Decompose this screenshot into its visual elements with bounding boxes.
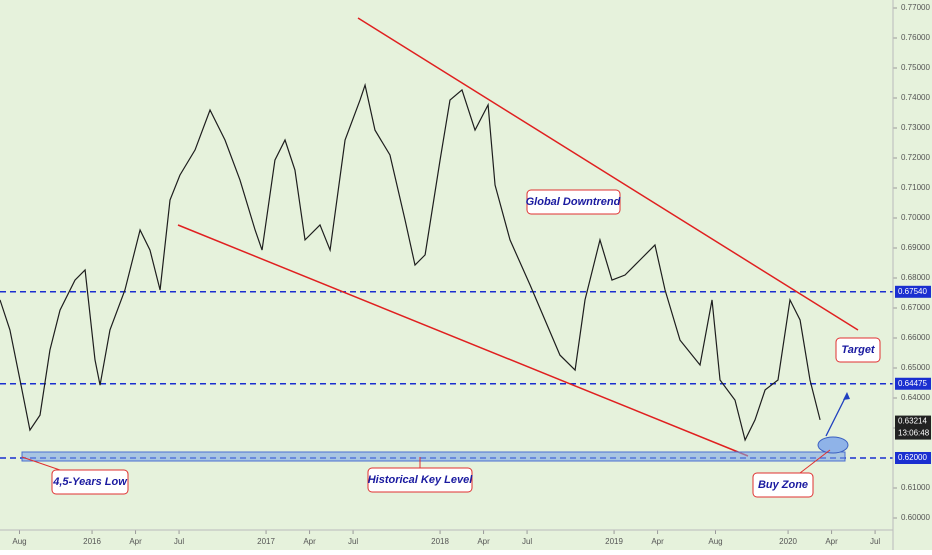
callout	[526, 189, 621, 215]
x-tick-label: 2017	[257, 537, 275, 546]
x-tick-label: 2020	[779, 537, 797, 546]
x-tick-label: 2016	[83, 537, 101, 546]
trendline	[177, 224, 749, 457]
x-tick-label: Jul	[870, 537, 880, 546]
x-tick-label: Apr	[651, 537, 664, 546]
y-tick-label: 0.73000	[901, 123, 930, 132]
annotation: Target	[841, 344, 876, 356]
callout	[367, 467, 473, 493]
y-tick-label: 0.65000	[901, 363, 930, 372]
level-badge	[895, 377, 931, 390]
trendline	[357, 17, 859, 331]
callout	[752, 472, 814, 498]
y-tick-label: 0.77000	[901, 3, 930, 12]
y-tick-label: 0.76000	[901, 33, 930, 42]
y-tick-label: 0.66000	[901, 333, 930, 342]
annotation: Historical Key Level	[368, 474, 473, 486]
buy-zone-marker	[817, 436, 849, 454]
callout	[835, 337, 881, 363]
y-tick-label: 0.70000	[901, 213, 930, 222]
level-label: 0.67540	[898, 287, 927, 296]
y-tick-label: 0.71000	[901, 183, 930, 192]
level-label: 0.64475	[898, 379, 927, 388]
y-tick-label: 0.67000	[901, 303, 930, 312]
annotation: Global Downtrend	[526, 196, 621, 208]
x-tick-label: Aug	[708, 537, 722, 546]
x-tick-label: Jul	[522, 537, 532, 546]
level-badge	[895, 285, 931, 298]
x-tick-label: Jul	[174, 537, 184, 546]
level-badge	[895, 452, 931, 464]
price-badge	[895, 415, 931, 440]
y-tick-label: 0.61000	[901, 483, 930, 492]
key-zone	[21, 451, 846, 462]
x-tick-label: Apr	[477, 537, 490, 546]
x-tick-label: Apr	[129, 537, 142, 546]
x-tick-label: 2019	[605, 537, 623, 546]
arrow-head	[843, 392, 850, 400]
level-label: 0.62000	[898, 453, 927, 462]
price-path	[0, 82, 821, 442]
y-tick-label: 0.72000	[901, 153, 930, 162]
x-tick-label: Aug	[12, 537, 26, 546]
y-tick-label: 0.64000	[901, 393, 930, 402]
arrow	[825, 393, 848, 437]
price-line	[0, 82, 821, 442]
annotation: Buy Zone	[758, 479, 808, 491]
countdown: 13:06:48	[898, 429, 930, 438]
pointer	[799, 449, 831, 474]
last-price: 0.63214	[898, 417, 927, 426]
x-tick-label: Apr	[303, 537, 316, 546]
y-tick-label: 0.68000	[901, 273, 930, 282]
pointer	[21, 456, 61, 471]
y-tick-label: 0.69000	[901, 243, 930, 252]
annotation: 4,5-Years Low	[52, 476, 128, 488]
x-tick-label: 2018	[431, 537, 449, 546]
x-tick-label: Apr	[825, 537, 838, 546]
y-tick-label: 0.75000	[901, 63, 930, 72]
y-tick-label: 0.60000	[901, 513, 930, 522]
x-tick-label: Jul	[348, 537, 358, 546]
callout	[51, 469, 129, 495]
y-tick-label: 0.74000	[901, 93, 930, 102]
